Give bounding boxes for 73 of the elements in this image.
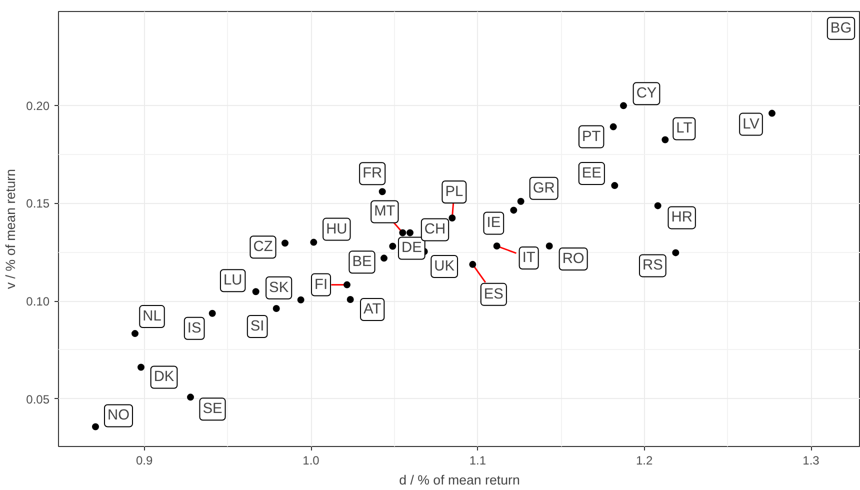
data-label: LV: [742, 116, 760, 132]
data-label: UK: [434, 258, 455, 275]
point: [344, 281, 350, 288]
point: [611, 182, 618, 190]
y-tick-label: 0.05: [26, 392, 50, 406]
point: [187, 394, 194, 401]
data-label: SE: [202, 401, 222, 418]
data-label: MT: [374, 204, 396, 220]
data-label: LU: [223, 272, 242, 289]
x-tick-label: 0.9: [136, 454, 153, 468]
data-label: SK: [269, 280, 289, 296]
point: [517, 198, 524, 205]
data-label: NL: [142, 308, 162, 325]
data-label: AT: [364, 301, 382, 318]
data-label: IE: [486, 215, 501, 232]
point: [282, 240, 288, 247]
x-tick-label: 1.1: [469, 454, 486, 468]
y-axis-title: v / % of mean return: [3, 168, 18, 290]
x-tick-label: 1.2: [636, 454, 653, 468]
data-label: PL: [445, 184, 464, 200]
data-label: GR: [532, 180, 555, 196]
y-tick-label: 0.10: [26, 294, 50, 309]
data-label: IS: [187, 320, 202, 336]
data-label: HR: [671, 210, 692, 226]
point: [138, 364, 144, 371]
data-label: RO: [562, 251, 584, 268]
point: [406, 229, 414, 236]
point: [654, 202, 662, 210]
data-label: FI: [314, 276, 328, 293]
point: [399, 229, 406, 236]
point: [310, 238, 318, 246]
data-label: CH: [424, 222, 446, 238]
point: [92, 423, 99, 430]
y-tick-label: 0.20: [26, 98, 50, 113]
point: [620, 102, 627, 110]
point: [546, 242, 553, 250]
point: [132, 330, 138, 338]
point: [208, 310, 216, 317]
data-label: LT: [676, 120, 692, 137]
point: [768, 110, 776, 117]
x-axis-title: d / % of mean return: [399, 472, 520, 488]
data-label: EE: [582, 166, 602, 182]
y-tick-label: 0.15: [26, 196, 50, 211]
data-label: CY: [636, 86, 657, 102]
point: [493, 242, 500, 250]
point: [510, 206, 518, 214]
x-tick-label: 1.0: [302, 454, 320, 468]
point: [297, 296, 304, 304]
point: [672, 249, 680, 256]
point: [272, 304, 280, 312]
point: [346, 296, 354, 303]
point: [469, 260, 476, 268]
data-label: IT: [522, 250, 536, 266]
data-label: DE: [401, 240, 422, 256]
data-label: PT: [582, 128, 601, 145]
point: [389, 242, 396, 250]
data-label: DK: [154, 369, 174, 386]
annotation: BG: [830, 20, 852, 36]
data-label: CZ: [253, 239, 273, 256]
data-label: BE: [352, 254, 372, 270]
point: [252, 288, 260, 296]
data-label: NO: [108, 408, 130, 424]
data-label: HU: [326, 221, 348, 238]
point: [378, 188, 386, 196]
point: [380, 254, 388, 262]
data-label: RS: [642, 258, 664, 274]
point: [610, 123, 617, 130]
point: [448, 214, 456, 222]
point: [662, 136, 669, 144]
data-label: FR: [362, 166, 382, 182]
data-label: SI: [250, 318, 264, 334]
x-tick-label: 1.3: [802, 454, 820, 468]
data-label: ES: [484, 286, 504, 302]
